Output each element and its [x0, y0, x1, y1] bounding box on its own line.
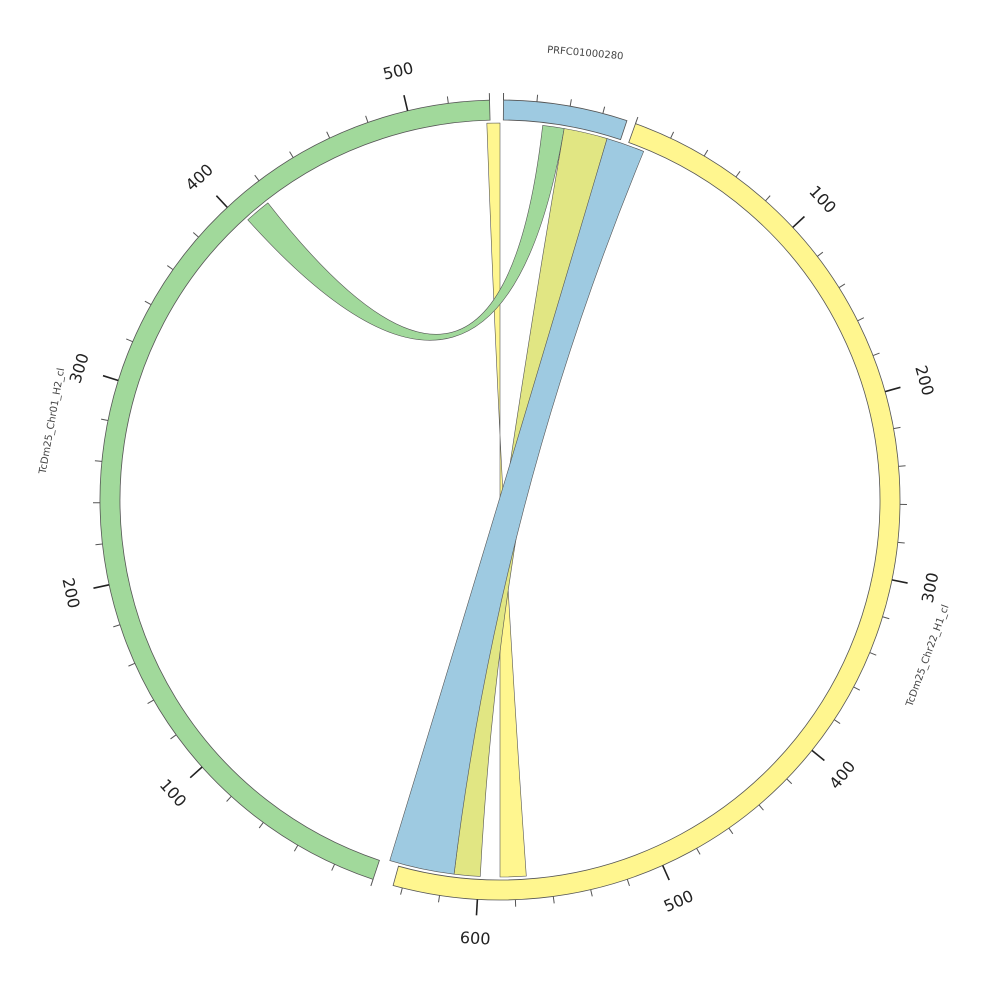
minor-tick-TcDm25_Chr01_H2_cl-140	[147, 699, 154, 705]
segment-PRFC01000280	[502, 99, 628, 141]
links-layer	[247, 122, 645, 878]
minor-tick-TcDm25_Chr22_H1_cl-120	[816, 251, 824, 257]
major-tick-TcDm25_Chr22_H1_cl-500	[661, 865, 670, 881]
minor-tick-TcDm25_Chr22_H1_cl-140	[838, 283, 846, 289]
minor-tick-TcDm25_Chr01_H2_cl-340	[144, 300, 152, 306]
minor-tick-TcDm25_Chr01_H2_cl-60	[258, 822, 264, 829]
minor-tick-TcDm25_Chr01_H2_cl-260	[94, 460, 102, 462]
major-tick-TcDm25_Chr01_H2_cl-500	[403, 95, 409, 111]
major-tick-TcDm25_Chr22_H1_cl-600	[475, 899, 479, 916]
minor-tick-TcDm25_Chr01_H2_cl-0	[370, 879, 374, 887]
major-tick-TcDm25_Chr01_H2_cl-300	[102, 374, 119, 382]
minor-tick-TcDm25_Chr01_H2_cl-360	[166, 265, 174, 271]
minor-tick-TcDm25_Chr22_H1_cl-240	[898, 465, 906, 467]
minor-tick-TcDm25_Chr22_H1_cl-80	[765, 195, 771, 202]
minor-tick-TcDm25_Chr22_H1_cl-620	[438, 895, 441, 903]
minor-tick-TcDm25_Chr22_H1_cl-180	[872, 352, 880, 357]
minor-tick-TcDm25_Chr01_H2_cl-280	[101, 418, 109, 421]
major-tick-TcDm25_Chr01_H2_cl-100	[189, 766, 203, 779]
segment-label-TcDm25_Chr22_H1_cl: TcDm25_Chr22_H1_cl	[904, 603, 951, 709]
link-ribbon-0	[486, 122, 527, 878]
minor-tick-TcDm25_Chr01_H2_cl-120	[170, 734, 177, 740]
minor-tick-TcDm25_Chr22_H1_cl-380	[833, 719, 841, 724]
major-tick-TcDm25_Chr22_H1_cl-300	[891, 579, 908, 584]
major-tick-TcDm25_Chr22_H1_cl-200	[884, 386, 901, 393]
minor-tick-PRFC01000280-40	[569, 99, 572, 107]
minor-tick-TcDm25_Chr22_H1_cl-420	[786, 778, 793, 785]
minor-tick-TcDm25_Chr01_H2_cl-380	[192, 232, 199, 238]
minor-tick-TcDm25_Chr22_H1_cl-640	[400, 887, 403, 895]
minor-tick-PRFC01000280-60	[602, 106, 606, 114]
minor-tick-TcDm25_Chr01_H2_cl-320	[126, 338, 133, 343]
tick-label-TcDm25_Chr01_H2_cl-300: 300	[66, 351, 93, 386]
minor-tick-TcDm25_Chr22_H1_cl-320	[882, 616, 890, 620]
minor-tick-TcDm25_Chr01_H2_cl-160	[128, 662, 136, 667]
major-tick-TcDm25_Chr01_H2_cl-200	[93, 584, 110, 589]
tick-label-TcDm25_Chr01_H2_cl-500: 500	[381, 58, 415, 84]
tick-label-TcDm25_Chr22_H1_cl-100: 100	[805, 182, 840, 217]
minor-tick-TcDm25_Chr01_H2_cl-20	[331, 863, 336, 871]
tick-label-TcDm25_Chr22_H1_cl-600: 600	[459, 928, 491, 949]
minor-tick-TcDm25_Chr22_H1_cl-280	[897, 541, 905, 544]
minor-tick-TcDm25_Chr22_H1_cl-480	[696, 848, 701, 855]
minor-tick-TcDm25_Chr22_H1_cl-560	[552, 896, 555, 904]
tick-label-TcDm25_Chr22_H1_cl-200: 200	[911, 363, 938, 398]
major-tick-TcDm25_Chr01_H2_cl-400	[215, 195, 228, 208]
minor-tick-TcDm25_Chr01_H2_cl-180	[113, 624, 121, 628]
minor-tick-TcDm25_Chr22_H1_cl-520	[626, 879, 630, 887]
minor-tick-TcDm25_Chr01_H2_cl-480	[365, 115, 369, 123]
ticks-layer	[93, 93, 908, 916]
tick-label-TcDm25_Chr22_H1_cl-500: 500	[661, 886, 697, 916]
minor-tick-TcDm25_Chr01_H2_cl-220	[95, 543, 103, 546]
minor-tick-TcDm25_Chr22_H1_cl-440	[758, 804, 764, 811]
minor-tick-TcDm25_Chr22_H1_cl-340	[869, 652, 877, 656]
minor-tick-TcDm25_Chr22_H1_cl-220	[893, 426, 901, 430]
minor-tick-PRFC01000280-20	[536, 94, 539, 102]
minor-tick-TcDm25_Chr22_H1_cl-160	[857, 317, 865, 322]
minor-tick-TcDm25_Chr01_H2_cl-460	[326, 131, 331, 139]
segment-TcDm25_Chr22_H1_cl	[392, 123, 901, 901]
minor-tick-TcDm25_Chr22_H1_cl-60	[735, 171, 741, 178]
minor-tick-TcDm25_Chr22_H1_cl-460	[728, 827, 734, 835]
link-ribbon-1	[247, 125, 565, 341]
segment-label-PRFC01000280: PRFC01000280	[547, 45, 624, 63]
major-tick-TcDm25_Chr22_H1_cl-100	[792, 215, 805, 228]
minor-tick-TcDm25_Chr22_H1_cl-0	[635, 116, 639, 124]
minor-tick-TcDm25_Chr22_H1_cl-360	[853, 686, 861, 691]
minor-tick-TcDm25_Chr22_H1_cl-20	[670, 131, 675, 139]
minor-tick-TcDm25_Chr01_H2_cl-80	[226, 795, 232, 802]
tick-label-TcDm25_Chr01_H2_cl-100: 100	[156, 775, 191, 810]
link-ribbon-3	[389, 138, 645, 875]
minor-tick-TcDm25_Chr22_H1_cl-40	[703, 149, 709, 157]
tick-label-TcDm25_Chr22_H1_cl-300: 300	[918, 571, 943, 605]
segment-label-TcDm25_Chr01_H2_cl: TcDm25_Chr01_H2_cl	[37, 367, 67, 476]
tick-label-TcDm25_Chr01_H2_cl-200: 200	[58, 576, 83, 610]
tick-label-TcDm25_Chr22_H1_cl-400: 400	[825, 757, 859, 793]
minor-tick-TcDm25_Chr22_H1_cl-540	[590, 889, 593, 897]
major-tick-TcDm25_Chr22_H1_cl-400	[811, 749, 825, 762]
minor-tick-TcDm25_Chr01_H2_cl-520	[446, 96, 449, 104]
minor-tick-TcDm25_Chr01_H2_cl-420	[254, 174, 260, 182]
minor-tick-TcDm25_Chr01_H2_cl-440	[289, 151, 294, 158]
minor-tick-TcDm25_Chr01_H2_cl-40	[293, 844, 299, 852]
tick-label-TcDm25_Chr01_H2_cl-400: 400	[182, 160, 217, 195]
